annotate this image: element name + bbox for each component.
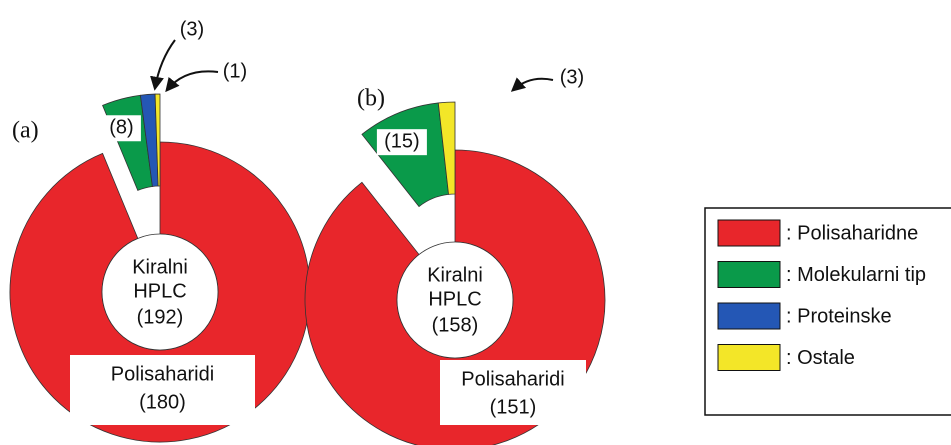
center-total: (192): [137, 306, 184, 328]
category-label: Polisaharidi: [461, 368, 564, 390]
value-label: (15): [384, 130, 420, 152]
panel-label: (b): [357, 86, 385, 112]
legend-swatch: [717, 344, 781, 371]
label-box: [70, 355, 255, 425]
legend-label: : Molekularni tip: [786, 264, 926, 286]
value-label: (1): [223, 60, 247, 82]
legend-swatch: [717, 219, 781, 247]
arrow: [150, 39, 176, 91]
panel-label: (a): [12, 118, 39, 144]
value-label: (3): [560, 66, 584, 88]
label-bg: [101, 115, 141, 142]
legend-swatch: [717, 261, 781, 288]
donut-slice: [437, 101, 456, 195]
center-label: Kiralni: [132, 256, 188, 278]
donut-hole: [396, 241, 514, 359]
donut-hole: [101, 233, 219, 351]
arrow: [510, 77, 554, 92]
center-label: HPLC: [428, 288, 481, 310]
category-label: Polisaharidi: [111, 363, 214, 385]
legend-label: : Polisaharidne: [786, 222, 918, 244]
legend-label: : Ostale: [786, 347, 855, 369]
value-label: (180): [139, 391, 186, 413]
value-label: (151): [490, 396, 537, 418]
value-label: (8): [109, 117, 133, 139]
label-bg: [376, 129, 427, 156]
donut-slice: [154, 93, 161, 187]
center-label: Kiralni: [427, 264, 483, 286]
label-box: [440, 360, 586, 425]
center-label: HPLC: [133, 280, 186, 302]
value-label: (3): [180, 18, 204, 40]
legend-label: : Proteinske: [786, 305, 892, 327]
legend-swatch: [717, 302, 781, 330]
center-total: (158): [432, 314, 479, 336]
arrow: [165, 70, 219, 93]
